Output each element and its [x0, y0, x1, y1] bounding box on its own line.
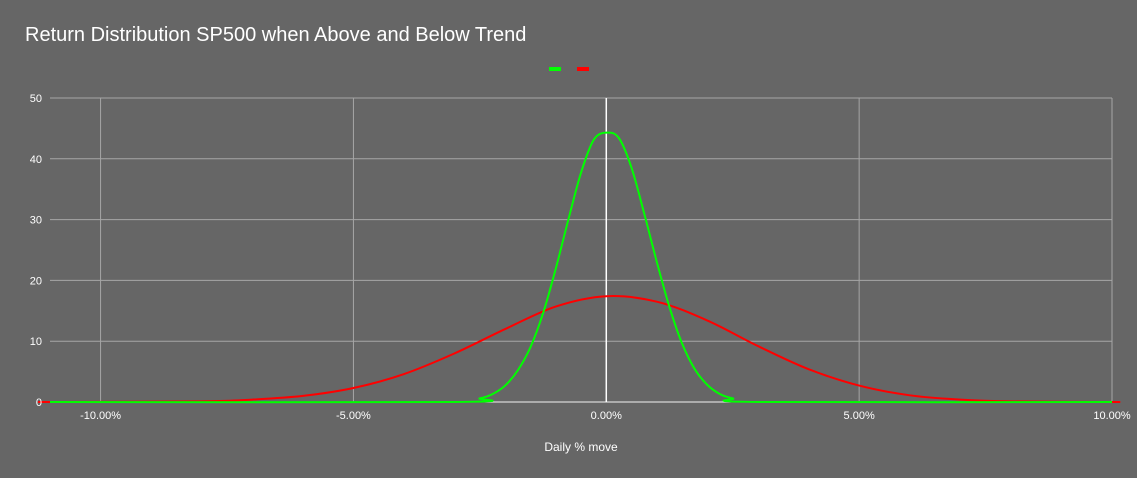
chart-title: Return Distribution SP500 when Above and… [25, 24, 527, 46]
x-tick-label: 0.00% [591, 410, 622, 422]
x-tick-label: 10.00% [1093, 410, 1131, 422]
y-tick-label: 10 [30, 336, 42, 348]
y-tick-label: 40 [30, 154, 42, 166]
series-green-line [49, 131, 1113, 404]
series-red-line [37, 295, 1121, 404]
y-tick-label: 0 [36, 397, 42, 409]
y-tick-label: 30 [30, 215, 42, 227]
x-tick-label: -10.00% [80, 410, 121, 422]
y-tick-label: 20 [30, 275, 42, 287]
x-axis-label: Daily % move [544, 440, 618, 454]
x-tick-label: -5.00% [336, 410, 371, 422]
x-tick-label: 5.00% [844, 410, 875, 422]
y-tick-label: 50 [30, 93, 42, 105]
